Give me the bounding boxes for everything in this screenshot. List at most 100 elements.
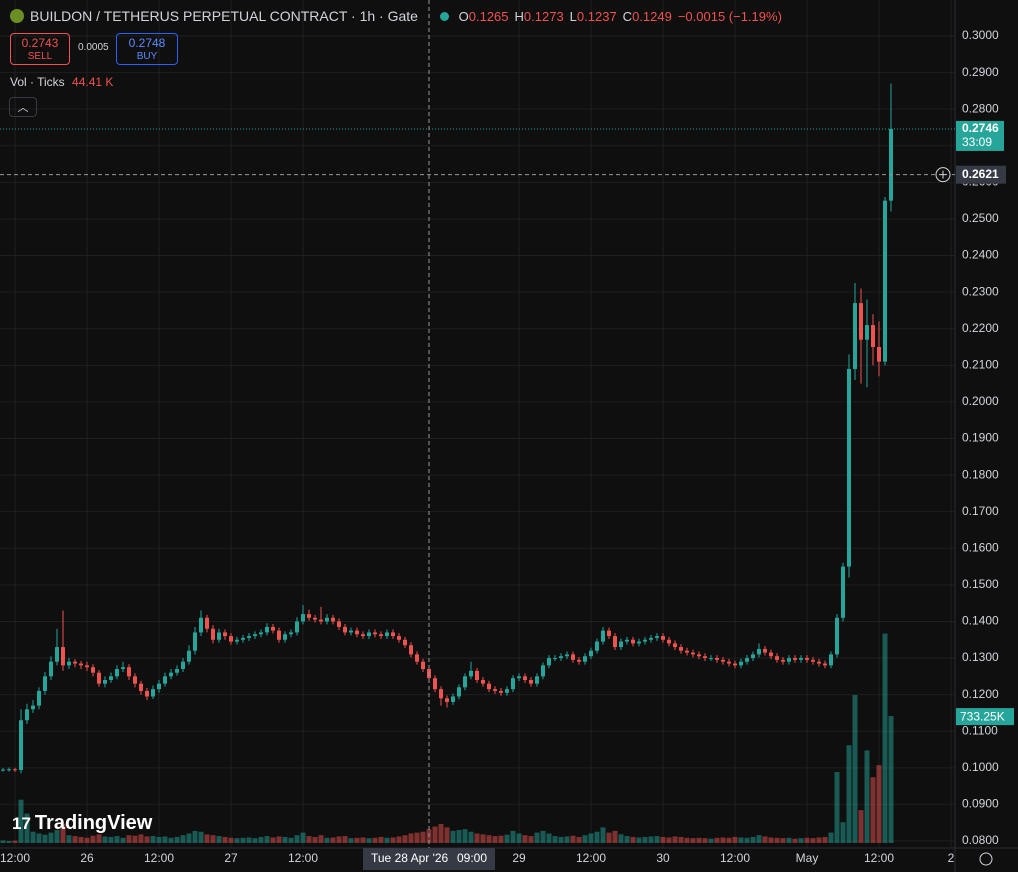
- candle-body: [883, 200, 887, 362]
- collapse-button[interactable]: ︿: [9, 97, 37, 117]
- volume-bar: [852, 695, 858, 843]
- candle-body: [685, 650, 689, 653]
- x-tick-label: 29: [512, 851, 526, 865]
- logo-text: TradingView: [34, 812, 153, 834]
- ohlc-key: L: [569, 9, 577, 24]
- volume-bar: [294, 835, 300, 843]
- y-tick-label: 0.2100: [962, 357, 999, 371]
- candle-body: [217, 632, 221, 640]
- volume-bar: [774, 837, 780, 843]
- volume-bar: [162, 836, 168, 843]
- last-price-box: [956, 120, 1004, 151]
- buy-button[interactable]: 0.2748 BUY: [116, 33, 178, 65]
- candle-body: [199, 617, 203, 633]
- symbol-icon: [10, 9, 24, 23]
- candle-body: [271, 626, 275, 631]
- ohlc-value: 0.1249: [632, 9, 672, 24]
- candle-body: [673, 643, 677, 648]
- candle-body: [781, 659, 785, 662]
- candle-body: [1, 769, 5, 771]
- volume-bar: [726, 837, 732, 843]
- candle-body: [661, 636, 665, 640]
- candle-body: [451, 696, 455, 702]
- candle-body: [841, 566, 845, 618]
- candle-body: [769, 652, 773, 657]
- candle-body: [25, 709, 29, 721]
- crosshair-time: 09:00: [457, 851, 487, 865]
- candle-body: [799, 658, 803, 660]
- status-dot: [440, 12, 449, 21]
- volume-bar: [270, 837, 276, 843]
- volume-bar: [432, 826, 438, 843]
- volume-bar: [780, 838, 786, 843]
- buy-price: 0.2748: [128, 36, 166, 50]
- candle-body: [133, 676, 137, 684]
- volume-bar: [84, 837, 90, 843]
- x-tick-label: 12:00: [144, 851, 174, 865]
- x-tick-label: 26: [80, 851, 94, 865]
- candle-body: [823, 663, 827, 666]
- volume-bar: [510, 830, 516, 843]
- candle-body: [247, 636, 251, 638]
- volume-bar: [606, 832, 612, 843]
- volume-bar: [558, 836, 564, 843]
- candle-body: [85, 665, 89, 668]
- volume-bar: [390, 837, 396, 843]
- volume-bar: [102, 836, 108, 843]
- candle-body: [409, 645, 413, 655]
- candle-body: [601, 630, 605, 642]
- logo-mark: 17: [12, 814, 31, 833]
- sell-button[interactable]: 0.2743 SELL: [10, 33, 70, 65]
- candle-body: [7, 769, 11, 771]
- candle-body: [253, 634, 257, 637]
- volume-bar: [516, 833, 522, 843]
- candle-body: [595, 641, 599, 651]
- grid: [0, 0, 955, 848]
- candle-body: [667, 639, 671, 644]
- candle-body: [457, 687, 461, 697]
- volume-bar: [600, 827, 606, 843]
- volume-bar: [354, 837, 360, 843]
- y-tick-label: 0.0900: [962, 797, 999, 811]
- volume-bar: [372, 837, 378, 843]
- sell-label: SELL: [27, 51, 53, 62]
- volume-bar: [96, 834, 102, 843]
- candle-body: [415, 654, 419, 662]
- volume-bar: [630, 836, 636, 843]
- candle-body: [493, 689, 497, 691]
- volume-bar: [186, 833, 192, 843]
- volume-bar: [444, 827, 450, 843]
- candle-body: [865, 325, 869, 340]
- candle-body: [139, 683, 143, 691]
- volume-bar: [396, 836, 402, 843]
- candle-body: [679, 647, 683, 651]
- candle-body: [439, 689, 443, 699]
- candle-body: [49, 661, 53, 677]
- crosshair-date: Tue 28 Apr '26: [371, 851, 449, 865]
- candle-body: [811, 659, 815, 662]
- candle-body: [607, 630, 611, 637]
- candle-body: [355, 630, 359, 635]
- volume-bar: [876, 765, 882, 843]
- y-tick-label: 0.1100: [962, 723, 998, 737]
- ohlc-value: 0.1273: [523, 9, 564, 24]
- x-tick-label: May: [796, 851, 819, 865]
- volume-bar: [312, 836, 318, 843]
- logo: 17 TradingView: [12, 812, 152, 835]
- volume-bar: [570, 835, 576, 843]
- volume-bar: [870, 777, 876, 843]
- volume-bar: [78, 836, 84, 843]
- candle-body: [397, 636, 401, 640]
- candle-body: [793, 658, 797, 660]
- candle-body: [733, 663, 737, 666]
- volume-bar: [90, 835, 96, 843]
- volume-bar: [150, 836, 156, 843]
- volume-bar: [276, 836, 282, 843]
- candle-body: [859, 303, 863, 340]
- candle-body: [67, 661, 71, 666]
- volume-bar: [60, 823, 66, 843]
- candle-body: [577, 659, 581, 662]
- candle-body: [625, 639, 629, 642]
- volume-bar: [264, 836, 270, 843]
- y-tick-label: 0.2800: [962, 101, 999, 115]
